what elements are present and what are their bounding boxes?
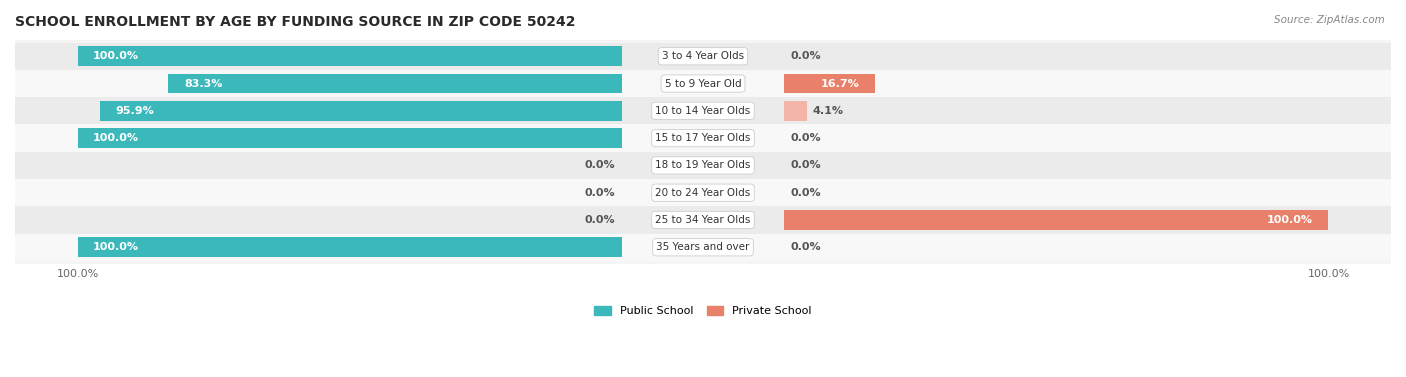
Bar [77, 46, 621, 66]
Bar [15, 234, 1391, 261]
Bar [15, 70, 1391, 97]
Text: 18 to 19 Year Olds: 18 to 19 Year Olds [655, 161, 751, 170]
Text: 5 to 9 Year Old: 5 to 9 Year Old [665, 78, 741, 89]
Bar [785, 210, 1329, 230]
Text: 83.3%: 83.3% [184, 78, 222, 89]
Bar [15, 152, 1391, 179]
Text: 35 Years and over: 35 Years and over [657, 242, 749, 252]
Text: 16.7%: 16.7% [821, 78, 859, 89]
Text: 0.0%: 0.0% [585, 215, 616, 225]
Bar [785, 74, 875, 93]
Text: 100.0%: 100.0% [1267, 215, 1313, 225]
Text: 100.0%: 100.0% [93, 242, 139, 252]
Text: 0.0%: 0.0% [790, 161, 821, 170]
Text: 0.0%: 0.0% [585, 161, 616, 170]
Text: 100.0%: 100.0% [93, 133, 139, 143]
Bar [15, 124, 1391, 152]
Text: 100.0%: 100.0% [93, 51, 139, 61]
Text: 0.0%: 0.0% [790, 242, 821, 252]
Bar [15, 206, 1391, 234]
Legend: Public School, Private School: Public School, Private School [591, 301, 815, 321]
Text: 0.0%: 0.0% [790, 51, 821, 61]
Text: 10 to 14 Year Olds: 10 to 14 Year Olds [655, 106, 751, 116]
Bar [77, 238, 621, 257]
Text: Source: ZipAtlas.com: Source: ZipAtlas.com [1274, 15, 1385, 25]
Bar [15, 97, 1391, 124]
Bar [15, 43, 1391, 70]
Text: 4.1%: 4.1% [813, 106, 844, 116]
Text: 3 to 4 Year Olds: 3 to 4 Year Olds [662, 51, 744, 61]
Bar [77, 128, 621, 148]
Text: 0.0%: 0.0% [585, 188, 616, 198]
Bar [785, 101, 807, 121]
Text: 0.0%: 0.0% [790, 133, 821, 143]
Bar [169, 74, 621, 93]
Text: SCHOOL ENROLLMENT BY AGE BY FUNDING SOURCE IN ZIP CODE 50242: SCHOOL ENROLLMENT BY AGE BY FUNDING SOUR… [15, 15, 575, 29]
Text: 95.9%: 95.9% [115, 106, 155, 116]
Bar [100, 101, 621, 121]
Text: 20 to 24 Year Olds: 20 to 24 Year Olds [655, 188, 751, 198]
Text: 0.0%: 0.0% [790, 188, 821, 198]
Bar [15, 179, 1391, 206]
Text: 15 to 17 Year Olds: 15 to 17 Year Olds [655, 133, 751, 143]
Text: 25 to 34 Year Olds: 25 to 34 Year Olds [655, 215, 751, 225]
